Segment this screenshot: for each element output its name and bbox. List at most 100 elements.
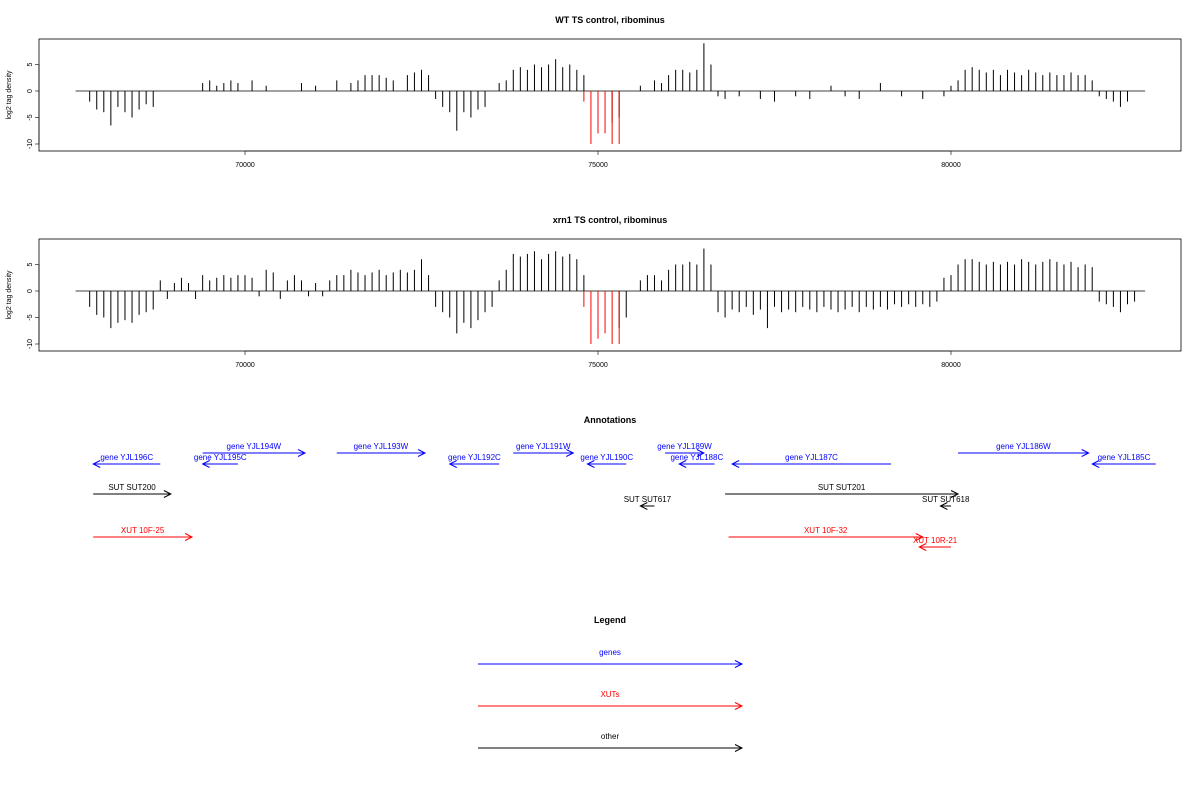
x-axis: 70000 75000 80000: [235, 350, 961, 369]
feature-arrow: gene YJL191W: [513, 442, 575, 457]
feature-head: [297, 449, 307, 457]
feature-head: [1081, 449, 1090, 457]
feature-label: gene YJL195C: [194, 453, 247, 462]
legend-item: XUTs: [478, 690, 744, 710]
feature-arrow: gene YJL187C: [731, 453, 891, 468]
bar-group: [75, 43, 1146, 144]
feature-arrow: SUT SUT200: [93, 483, 172, 498]
feature-label: SUT SUT618: [922, 495, 970, 504]
feature-arrow: gene YJL190C: [580, 453, 633, 468]
feature-arrow: gene YJL189W: [657, 442, 712, 457]
feature-label: XUT 10F-25: [121, 526, 165, 535]
y-tick-label: 0: [27, 289, 34, 293]
x-tick-label: 75000: [588, 162, 608, 169]
y-tick-label: -5: [27, 114, 34, 120]
feature-label: gene YJL196C: [100, 453, 153, 462]
feature-arrow: gene YJL196C: [92, 453, 161, 468]
legend-item: genes: [478, 648, 744, 668]
annotations-title: Annotations: [584, 415, 637, 425]
feature-arrow: gene YJL192C: [448, 453, 501, 468]
feature-head: [448, 460, 457, 468]
x-tick-label: 75000: [588, 362, 608, 369]
feature-label: gene YJL188C: [670, 453, 723, 462]
legend-items: genes XUTs other: [478, 648, 744, 752]
panel-title: xrn1 TS control, ribominus: [553, 215, 668, 225]
feature-arrow: SUT SUT618: [922, 495, 970, 510]
feature-label: gene YJL186W: [996, 442, 1051, 451]
plot-frame: [38, 238, 1182, 352]
y-tick-label: -10: [27, 139, 34, 149]
feature-head: [696, 449, 706, 457]
feature-head: [184, 533, 194, 541]
legend-title: Legend: [594, 615, 626, 625]
feature-label: gene YJL190C: [580, 453, 633, 462]
feature-label: gene YJL191W: [516, 442, 571, 451]
feature-head: [950, 490, 960, 498]
track-panel-wt: WT TS control, ribominus log2 tag densit…: [6, 15, 1182, 169]
feature-label: XUT 10F-32: [804, 526, 848, 535]
feature-label: gene YJL194W: [227, 442, 282, 451]
y-tick-label: -5: [27, 314, 34, 320]
legend-label: genes: [599, 648, 621, 657]
feature-layer: gene YJL196C gene YJL195C gene YJL194W gene…: [92, 442, 1156, 551]
legend-head: [734, 744, 744, 752]
x-tick-label: 80000: [941, 162, 961, 169]
feature-arrow: gene YJL186W: [958, 442, 1090, 457]
feature-arrow: gene YJL194W: [202, 442, 307, 457]
legend-head: [734, 702, 744, 710]
legend-item: other: [478, 732, 744, 752]
feature-arrow: XUT 10F-32: [728, 526, 924, 541]
feature-label: gene YJL189W: [657, 442, 712, 451]
y-tick-label: 0: [27, 89, 34, 93]
feature-head: [417, 449, 427, 457]
y-tick-label: 5: [27, 262, 34, 266]
feature-head: [566, 449, 575, 457]
x-tick-label: 70000: [235, 362, 255, 369]
feature-label: gene YJL192C: [448, 453, 501, 462]
feature-arrow: gene YJL185C: [1091, 453, 1156, 468]
feature-label: SUT SUT200: [108, 483, 156, 492]
plot-frame: [38, 38, 1182, 152]
feature-arrow: SUT SUT617: [624, 495, 672, 510]
feature-label: SUT SUT201: [818, 483, 866, 492]
x-tick-label: 70000: [235, 162, 255, 169]
feature-head: [92, 460, 101, 468]
feature-label: gene YJL187C: [785, 453, 838, 462]
feature-arrow: gene YJL195C: [194, 453, 247, 468]
legend-head: [734, 660, 744, 668]
feature-head: [939, 502, 948, 510]
feature-head: [731, 460, 740, 468]
feature-arrow: SUT SUT201: [725, 483, 960, 498]
y-axis-label: log2 tag density: [6, 270, 13, 320]
x-tick-label: 80000: [941, 362, 961, 369]
feature-arrow: XUT 10F-25: [93, 526, 194, 541]
feature-head: [678, 460, 687, 468]
legend: Legend genes XUTs other: [478, 615, 744, 752]
feature-label: XUT 10R-21: [913, 536, 958, 545]
y-tick-label: 5: [27, 62, 34, 66]
feature-arrow: gene YJL193W: [336, 442, 427, 457]
feature-head: [639, 502, 648, 510]
y-axis: -10 -5 0 5: [27, 62, 40, 149]
feature-head: [586, 460, 595, 468]
y-axis: -10 -5 0 5: [27, 262, 40, 349]
feature-label: gene YJL185C: [1098, 453, 1151, 462]
feature-head: [201, 460, 210, 468]
legend-label: XUTs: [600, 690, 619, 699]
bar-group: [75, 248, 1146, 344]
feature-arrow: gene YJL188C: [670, 453, 723, 468]
legend-label: other: [601, 732, 620, 741]
panel-title: WT TS control, ribominus: [555, 15, 665, 25]
feature-head: [915, 533, 924, 541]
x-axis: 70000 75000 80000: [235, 150, 961, 169]
y-tick-label: -10: [27, 339, 34, 349]
feature-head: [1091, 460, 1100, 468]
y-axis-label: log2 tag density: [6, 70, 13, 120]
track-panel-xrn1: xrn1 TS control, ribominus log2 tag dens…: [6, 215, 1182, 369]
feature-arrow: XUT 10R-21: [913, 536, 958, 551]
feature-label: SUT SUT617: [624, 495, 672, 504]
feature-head: [918, 543, 927, 551]
annotations-track: Annotations gene YJL196C gene YJL195Cgene…: [92, 415, 1156, 551]
feature-label: gene YJL193W: [354, 442, 409, 451]
